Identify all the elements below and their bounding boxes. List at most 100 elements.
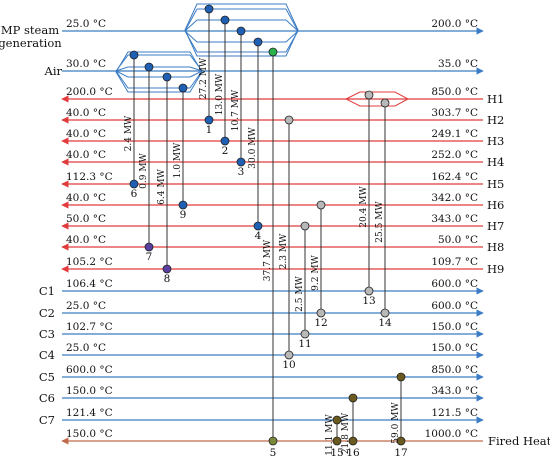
right-temp-c4: 150.0 °C <box>431 342 478 354</box>
exchanger-number-14: 14 <box>378 317 392 329</box>
exchanger-12-top-node <box>316 200 326 210</box>
left-temp-h2: 40.0 °C <box>66 107 106 119</box>
exchanger-14-bottom-node <box>380 308 390 318</box>
exchanger-duty-2: 13.0 MW <box>215 73 225 115</box>
stream-name-h9: H9 <box>487 262 504 276</box>
stream-name-h6: H6 <box>487 198 504 212</box>
stream-name-air: Air <box>44 64 63 78</box>
exchanger-duty-17: 59.0 MW <box>391 402 401 444</box>
stream-name-c4: C4 <box>39 348 55 362</box>
exchanger-4-top-node <box>253 37 263 47</box>
left-temp-fh: 150.0 °C <box>66 428 113 440</box>
stream-name-c7: C7 <box>39 413 55 427</box>
exchanger-number-3: 3 <box>238 166 245 178</box>
left-temp-h5: 112.3 °C <box>66 171 113 183</box>
exchanger-duty-11: 2.5 MW <box>295 275 305 311</box>
left-temp-mp: 25.0 °C <box>66 18 106 30</box>
right-temp-h8: 50.0 °C <box>438 234 478 246</box>
stream-name-c6: C6 <box>39 391 55 405</box>
left-temp-h3: 40.0 °C <box>66 128 106 140</box>
exchanger-9-top-node <box>178 83 188 93</box>
left-temp-c7: 121.4 °C <box>66 407 113 419</box>
left-temp-h7: 50.0 °C <box>66 213 106 225</box>
exchanger-number-11: 11 <box>298 338 311 350</box>
exchanger-2-bottom-node <box>220 136 230 146</box>
exchanger-2-top-node <box>220 15 230 25</box>
exchanger-duty-1: 27.2 MW <box>199 57 209 99</box>
exchanger-5-bottom-node <box>268 436 278 446</box>
right-temp-h3: 249.1 °C <box>431 128 478 140</box>
stream-name-h5: H5 <box>487 177 504 191</box>
split-h1 <box>344 91 410 107</box>
exchanger-13-bottom-node <box>364 286 374 296</box>
exchanger-7-bottom-node <box>144 242 154 252</box>
right-temp-air: 35.0 °C <box>438 58 478 70</box>
exchanger-duty-12: 9.2 MW <box>311 254 321 290</box>
right-temp-c3: 150.0 °C <box>431 321 478 333</box>
exchanger-duty-3: 10.7 MW <box>231 89 241 131</box>
exchanger-1-bottom-node <box>204 115 214 125</box>
exchanger-number-1: 1 <box>206 124 213 136</box>
exchanger-5-top-node <box>268 47 278 57</box>
left-temp-c3: 102.7 °C <box>66 321 113 333</box>
stream-name-h2: H2 <box>487 113 504 127</box>
stream-name-h1: H1 <box>487 92 504 106</box>
left-temp-c5: 600.0 °C <box>66 364 113 376</box>
left-temp-c4: 25.0 °C <box>66 342 106 354</box>
right-temp-h1: 850.0 °C <box>431 86 478 98</box>
exchanger-number-2: 2 <box>222 145 229 157</box>
left-temp-h6: 40.0 °C <box>66 192 106 204</box>
exchanger-4-bottom-node <box>253 221 263 231</box>
right-temp-c5: 850.0 °C <box>431 364 478 376</box>
exchanger-10-top-node <box>284 115 294 125</box>
stream-name-fired-heat: Fired Heat <box>488 434 550 448</box>
exchanger-number-10: 10 <box>282 359 295 371</box>
exchanger-16-top-node <box>348 393 358 403</box>
exchanger-duty-16: 21.8 MW <box>341 412 351 454</box>
exchanger-12-bottom-node <box>316 308 326 318</box>
left-temp-h4: 40.0 °C <box>66 149 106 161</box>
exchanger-6-bottom-node <box>129 179 139 189</box>
right-temp-c2: 600.0 °C <box>431 300 478 312</box>
exchanger-number-6: 6 <box>131 188 138 200</box>
exchanger-11-bottom-node <box>300 329 310 339</box>
exchanger-number-13: 13 <box>362 295 375 307</box>
stream-name-h3: H3 <box>487 134 504 148</box>
stream-name-c2: C2 <box>39 306 55 320</box>
exchanger-15-top-node <box>332 415 342 425</box>
exchanger-number-12: 12 <box>314 317 327 329</box>
exchanger-number-15: 15 <box>330 447 343 459</box>
exchanger-duty-4: 30.0 MW <box>248 127 258 169</box>
left-temp-c1: 106.4 °C <box>66 278 113 290</box>
right-temp-mp: 200.0 °C <box>431 18 478 30</box>
right-temp-c1: 600.0 °C <box>431 278 478 290</box>
exchanger-number-17: 17 <box>394 447 407 459</box>
left-temp-h1: 200.0 °C <box>66 86 113 98</box>
right-temp-h4: 252.0 °C <box>431 149 478 161</box>
exchanger-number-5: 5 <box>270 447 277 459</box>
exchanger-duty-14: 25.5 MW <box>375 201 385 243</box>
stream-name-c3: C3 <box>39 327 55 341</box>
exchanger-9-bottom-node <box>178 200 188 210</box>
left-temp-h9: 105.2 °C <box>66 256 113 268</box>
right-temp-h2: 303.7 °C <box>431 107 478 119</box>
exchanger-6-top-node <box>129 50 139 60</box>
stream-name-h8: H8 <box>487 240 504 254</box>
exchanger-3-bottom-node <box>236 157 246 167</box>
split-air <box>115 51 203 93</box>
left-temp-h8: 40.0 °C <box>66 234 106 246</box>
exchanger-duty-6: 2.4 MW <box>124 115 134 151</box>
exchanger-1-top-node <box>204 4 214 14</box>
right-temp-h6: 342.0 °C <box>431 192 478 204</box>
exchanger-duty-8: 6.4 MW <box>157 168 167 204</box>
exchanger-17-bottom-node <box>396 436 406 446</box>
stream-name-mp-steam: MP steam generation <box>0 23 62 50</box>
stream-name-h4: H4 <box>487 155 504 169</box>
right-temp-fh: 1000.0 °C <box>425 428 478 440</box>
exchanger-duty-9: 1.0 MW <box>173 142 183 178</box>
exchanger-10-bottom-node <box>284 350 294 360</box>
exchanger-number-9: 9 <box>180 209 187 221</box>
right-temp-c7: 121.5 °C <box>431 407 478 419</box>
right-temp-c6: 343.0 °C <box>431 385 478 397</box>
